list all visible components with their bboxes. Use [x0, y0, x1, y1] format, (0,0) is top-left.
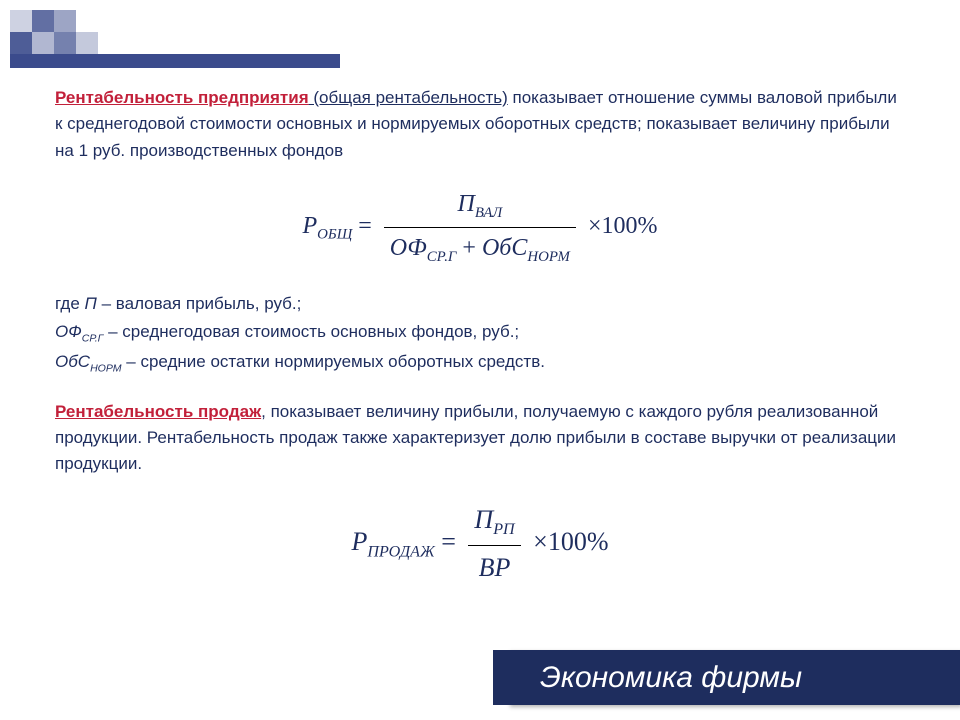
slide-content: Рентабельность предприятия (общая рентаб… — [55, 85, 905, 610]
where-line-2: ОФСР.Г – среднегодовая стоимость основны… — [55, 319, 905, 347]
term-paren: (общая рентабельность) — [309, 88, 508, 107]
where-block: где П – валовая прибыль, руб.; ОФСР.Г – … — [55, 291, 905, 377]
formula-sales: PПРОДАЖ = ПРП ВР ×100% — [55, 500, 905, 588]
paragraph-profitability-enterprise: Рентабельность предприятия (общая рентаб… — [55, 85, 905, 164]
formula-overall: PОБЩ = ПВАЛ ОФСР.Г + ОбСНОРМ ×100% — [55, 186, 905, 269]
paragraph-profitability-sales: Рентабельность продаж, показывает величи… — [55, 399, 905, 478]
footer-title: Экономика фирмы — [540, 661, 802, 694]
term-sales: Рентабельность продаж — [55, 402, 261, 421]
where-line-3: ОбСНОРМ – средние остатки нормируемых об… — [55, 349, 905, 377]
where-line-1: где П – валовая прибыль, руб.; — [55, 291, 905, 317]
term-enterprise: Рентабельность предприятия — [55, 88, 309, 107]
footer-title-band: Экономика фирмы — [508, 650, 960, 705]
